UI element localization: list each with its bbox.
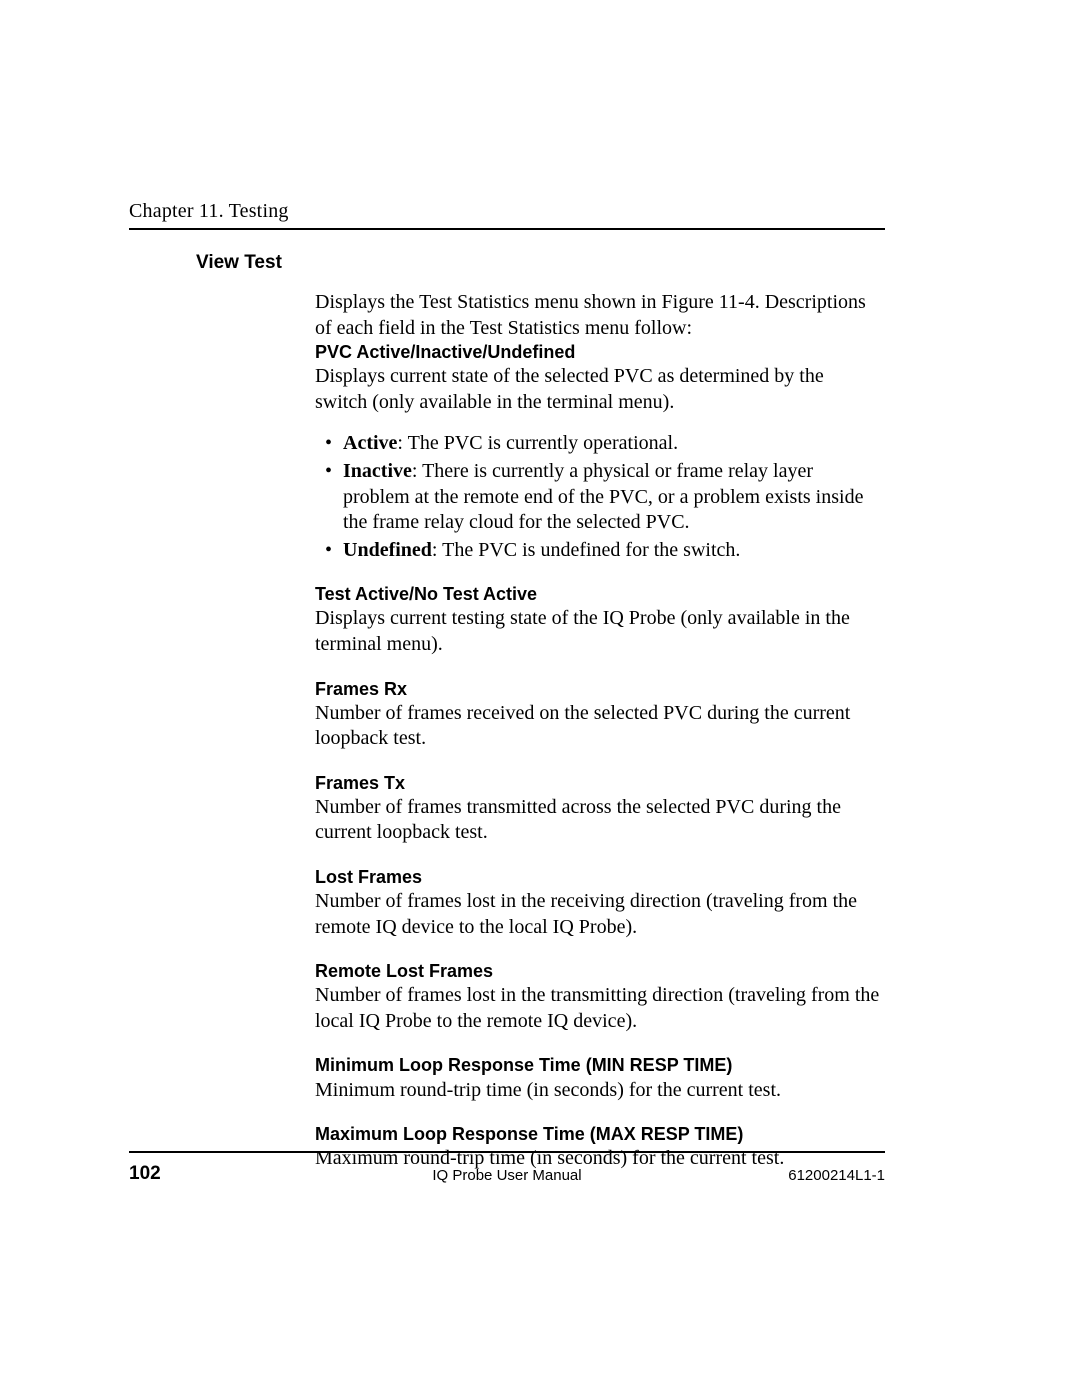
- block-frames-rx: Frames Rx Number of frames received on t…: [315, 678, 880, 752]
- pvc-bullet-list: Active: The PVC is currently operational…: [315, 431, 880, 563]
- chapter-header: Chapter 11. Testing: [129, 200, 289, 223]
- desc-min-resp: Minimum round-trip time (in seconds) for…: [315, 1078, 880, 1104]
- footer-manual-title: IQ Probe User Manual: [129, 1167, 885, 1184]
- list-item: Inactive: There is currently a physical …: [325, 459, 880, 536]
- desc-lost-frames: Number of frames lost in the receiving d…: [315, 889, 880, 940]
- bullet-term: Active: [343, 432, 397, 454]
- bullet-text: : There is currently a physical or frame…: [343, 460, 863, 533]
- section-intro: Displays the Test Statistics menu shown …: [315, 290, 880, 341]
- bullet-text: : The PVC is currently operational.: [397, 432, 678, 454]
- subhead-remote-lost: Remote Lost Frames: [315, 960, 880, 983]
- subhead-frames-rx: Frames Rx: [315, 678, 880, 701]
- top-rule: [129, 228, 885, 230]
- desc-frames-tx: Number of frames transmitted across the …: [315, 795, 880, 846]
- block-remote-lost: Remote Lost Frames Number of frames lost…: [315, 960, 880, 1034]
- list-item: Undefined: The PVC is undefined for the …: [325, 538, 880, 564]
- subhead-frames-tx: Frames Tx: [315, 772, 880, 795]
- bullet-term: Inactive: [343, 460, 412, 482]
- subhead-pvc: PVC Active/Inactive/Undefined: [315, 341, 880, 364]
- subhead-min-resp: Minimum Loop Response Time (MIN RESP TIM…: [315, 1054, 880, 1077]
- desc-frames-rx: Number of frames received on the selecte…: [315, 701, 880, 752]
- section-title: View Test: [196, 252, 282, 274]
- desc-pvc: Displays current state of the selected P…: [315, 364, 880, 415]
- page-footer: 102 IQ Probe User Manual 61200214L1-1: [129, 1163, 885, 1185]
- block-frames-tx: Frames Tx Number of frames transmitted a…: [315, 772, 880, 846]
- bullet-term: Undefined: [343, 539, 432, 561]
- block-lost-frames: Lost Frames Number of frames lost in the…: [315, 866, 880, 940]
- desc-remote-lost: Number of frames lost in the transmittin…: [315, 983, 880, 1034]
- bullet-text: : The PVC is undefined for the switch.: [432, 539, 740, 561]
- block-test-active: Test Active/No Test Active Displays curr…: [315, 583, 880, 657]
- footer-doc-number: 61200214L1-1: [788, 1167, 885, 1184]
- list-item: Active: The PVC is currently operational…: [325, 431, 880, 457]
- body-content: Displays the Test Statistics menu shown …: [315, 290, 880, 1172]
- bottom-rule: [129, 1151, 885, 1153]
- subhead-lost-frames: Lost Frames: [315, 866, 880, 889]
- subhead-test-active: Test Active/No Test Active: [315, 583, 880, 606]
- subhead-max-resp: Maximum Loop Response Time (MAX RESP TIM…: [315, 1123, 880, 1146]
- desc-test-active: Displays current testing state of the IQ…: [315, 606, 880, 657]
- manual-page: Chapter 11. Testing View Test Displays t…: [0, 0, 1080, 1397]
- block-min-resp: Minimum Loop Response Time (MIN RESP TIM…: [315, 1054, 880, 1103]
